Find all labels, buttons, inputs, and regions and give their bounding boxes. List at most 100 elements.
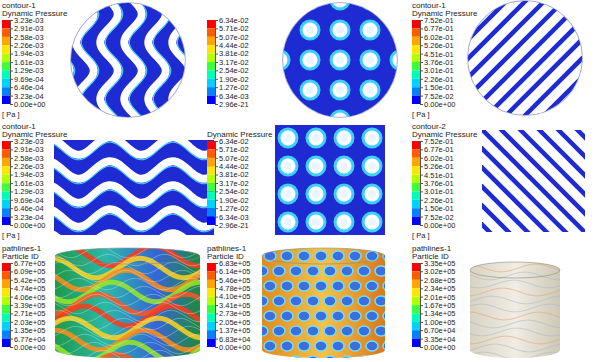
pathline-cell: [307, 296, 319, 306]
colorbar-band: [2, 54, 10, 63]
colorbar-tick-mark: [215, 208, 218, 209]
colorbar-band: [207, 339, 215, 347]
legend: contour-1Dynamic Pressure7.52e-016.77e-0…: [412, 1, 478, 119]
cell-ring: [279, 129, 297, 147]
pathline-cell: [307, 266, 319, 276]
pathline-cell: [324, 326, 336, 336]
colorbar-band: [412, 200, 420, 208]
cell-core: [396, 56, 404, 64]
cell-core: [396, 116, 404, 124]
colorbar-tick-mark: [420, 313, 423, 314]
colorbar-band: [207, 313, 215, 321]
colorbar-band: [207, 62, 215, 70]
colorbar-band: [207, 208, 215, 216]
colorbar-band: [2, 297, 10, 305]
colorbar-axis-line: [421, 21, 424, 105]
cell-ring: [307, 185, 325, 203]
cell-core: [276, 86, 284, 94]
colorbar-tick-mark: [215, 28, 218, 29]
colorbar-band: [412, 288, 420, 296]
colorbar-axis: 6.83e+056.14e+055.46e+054.78e+054.10e+05…: [215, 259, 251, 352]
pathline-cell: [341, 326, 353, 336]
colorbar-band: [207, 288, 215, 296]
colorbar-tick-mark: [10, 208, 13, 209]
cell-core: [246, 116, 254, 124]
colorbar-tick-mark: [420, 28, 423, 29]
cell-ring: [241, 0, 259, 9]
colorbar-band: [207, 20, 215, 28]
colorbar-tick-mark: [215, 149, 218, 150]
pathline-cell: [324, 356, 336, 362]
colorbar-tick: 0.00e+00: [10, 221, 46, 230]
pathline-cell: [290, 296, 302, 306]
cell-core: [312, 190, 320, 198]
section-pattern: [316, 0, 600, 125]
colorbar-band: [2, 62, 10, 70]
pathline-cell: [358, 326, 370, 336]
stripe: [582, 0, 600, 125]
pathline: [465, 288, 565, 296]
cell-ring: [279, 213, 297, 231]
colorbar-tick-mark: [10, 322, 13, 323]
colorbar-band: [2, 288, 10, 296]
colorbar-band: [2, 271, 10, 279]
colorbar-band: [2, 175, 10, 184]
cylinder-top: [470, 262, 560, 278]
colorbar-tick-mark: [10, 330, 13, 331]
colorbar-band: [2, 191, 10, 199]
colorbar-tick-mark: [215, 322, 218, 323]
cell-ring: [391, 81, 409, 99]
colorbar-tick-mark: [420, 166, 423, 167]
pathline-cell: [315, 281, 327, 291]
colorbar-tick-mark: [420, 305, 423, 306]
panel: [45, 246, 210, 362]
gyroid-band: [148, 0, 165, 122]
colorbar-band: [207, 70, 215, 78]
pathline-cell: [358, 266, 370, 276]
colorbar-tick-label: 0.00e+00: [14, 100, 46, 109]
cell-ring: [391, 51, 409, 69]
cell-ring: [391, 111, 409, 129]
gyroid-edge: [129, 0, 146, 122]
colorbar-tick-mark: [215, 263, 218, 264]
pathline-cell: [332, 251, 344, 261]
cell-core: [276, 0, 284, 4]
colorbar-tick-mark: [420, 141, 423, 142]
pathline-cell: [324, 266, 336, 276]
colorbar-tick: 0.00e+00: [215, 343, 251, 352]
colorbar-tick-mark: [215, 339, 218, 340]
cell-core: [336, 56, 344, 64]
colorbar-tick-mark: [420, 288, 423, 289]
colorbar-band: [412, 79, 420, 87]
colorbar-band: [2, 28, 10, 37]
colorbar-band: [2, 87, 10, 95]
pathline-cell: [341, 266, 353, 276]
colorbar-tick-mark: [10, 305, 13, 306]
cell-ring: [363, 129, 381, 147]
colorbar-tick-mark: [215, 225, 218, 226]
cell-ring: [361, 51, 379, 69]
colorbar-band: [2, 305, 10, 313]
pathline: [465, 336, 565, 344]
colorbar-tick-mark: [420, 79, 423, 80]
colorbar-band: [207, 45, 215, 53]
colorbar-tick-mark: [215, 280, 218, 281]
colorbar-band: [2, 200, 10, 208]
cell-core: [284, 162, 292, 170]
pathline-band: [45, 354, 210, 362]
pathline-cell: [264, 311, 276, 321]
pathline: [45, 278, 210, 289]
colorbar-band: [412, 280, 420, 289]
colorbar-tick-mark: [10, 280, 13, 281]
colorbar-tick-mark: [10, 37, 13, 38]
pathline-cell: [375, 266, 387, 276]
legend: contour-1Dynamic Pressure3.23e-032.91e-0…: [2, 122, 68, 240]
colorbar-tick-mark: [420, 280, 423, 281]
colorbar-band: [2, 141, 10, 149]
cell-core: [340, 190, 348, 198]
pathline: [465, 312, 565, 320]
colorbar-axis-line: [11, 142, 14, 226]
pathline-cell: [383, 311, 395, 321]
colorbar-band: [207, 87, 215, 95]
cell-core: [396, 0, 404, 4]
